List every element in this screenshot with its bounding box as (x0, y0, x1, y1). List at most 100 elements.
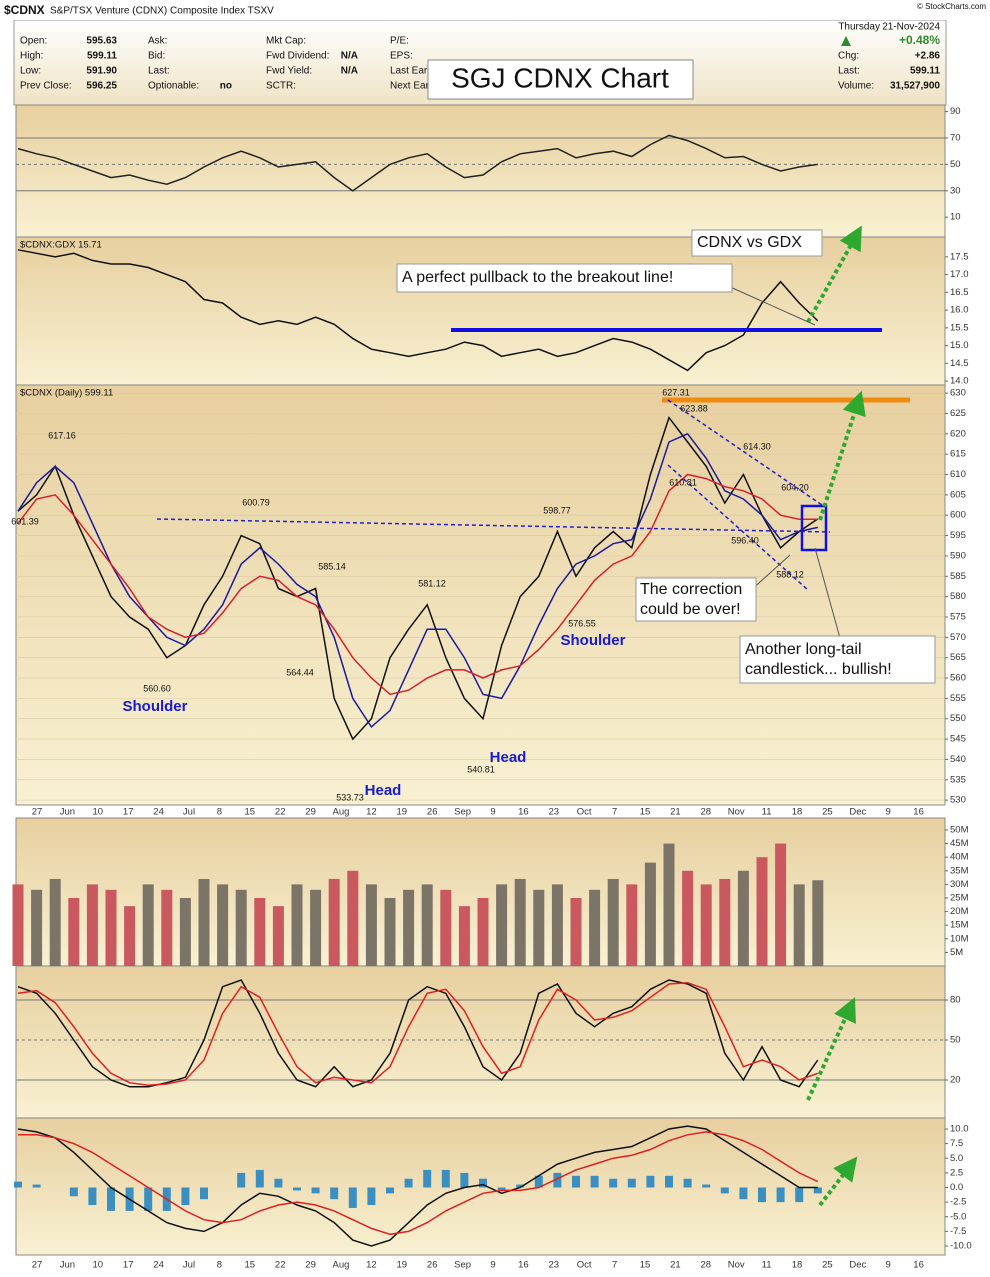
bar (161, 889, 173, 966)
x-tick-label: 21 (670, 807, 681, 818)
day: Thursday (838, 22, 880, 33)
highlight-box (800, 504, 828, 552)
x-tick-label: Dec (849, 1260, 866, 1271)
bar (105, 889, 117, 966)
pct-change: +0.48% (899, 33, 940, 47)
bar (441, 1169, 450, 1188)
bar (775, 843, 787, 966)
watermark: © StockCharts.com (917, 2, 986, 11)
panel-label: $CDNX:GDX 15.71 (20, 240, 102, 251)
y-tick-label: -2.5 (950, 1197, 966, 1208)
field-label: Fwd Yield: (266, 66, 312, 77)
pattern-label: Shoulder (560, 632, 625, 649)
y-tick-label: 16.0 (950, 305, 969, 316)
bar (237, 1172, 246, 1188)
y-tick-label: -7.5 (950, 1226, 966, 1237)
panel (15, 384, 946, 806)
field-label: Volume: (838, 81, 874, 92)
price-label: 600.79 (242, 497, 270, 507)
y-tick-label: 10 (950, 212, 961, 223)
top-bar (0, 0, 990, 20)
price-label: 576.55 (568, 618, 596, 628)
x-tick-label: Jul (183, 807, 195, 818)
x-tick-label: Sep (454, 807, 471, 818)
y-tick-label: 535 (950, 774, 966, 785)
bar (179, 897, 191, 966)
field-value: N/A (341, 66, 358, 77)
bar (311, 1187, 320, 1194)
bar (795, 1187, 804, 1203)
price-label: 598.77 (543, 505, 571, 515)
arrow (806, 225, 862, 323)
x-tick-label: 29 (305, 1260, 316, 1271)
y-tick-label: 530 (950, 795, 966, 806)
bar (142, 884, 154, 966)
bar (813, 1187, 822, 1194)
price-label: 617.16 (48, 430, 76, 440)
y-tick-label: 20 (950, 1075, 961, 1086)
bar (737, 870, 749, 966)
field-value: 596.25 (86, 81, 117, 92)
line (17, 249, 819, 372)
y-tick-label: 545 (950, 734, 966, 745)
y-tick-label: 50 (950, 159, 961, 170)
trend-line (667, 399, 823, 506)
x-tick-label: 15 (640, 807, 651, 818)
pattern-label: Shoulder (122, 698, 187, 715)
field-label: Low: (20, 66, 41, 77)
line (17, 1125, 818, 1247)
y-tick-label: 560 (950, 673, 966, 684)
field-value: N/A (341, 51, 358, 62)
content: $CDNX S&P/TSX Venture (CDNX) Composite In… (4, 2, 986, 1270)
bar (626, 884, 638, 966)
bar (458, 906, 470, 966)
y-tick-label: 90 (950, 106, 961, 117)
bar (570, 897, 582, 966)
y-tick-label: 30M (950, 879, 969, 890)
bar (646, 1175, 655, 1188)
y-tick-label: -10.0 (950, 1241, 972, 1252)
bar (514, 878, 526, 966)
bar (683, 1178, 692, 1188)
field-label: P/E: (390, 36, 409, 47)
price-label: 588.12 (776, 569, 804, 579)
x-tick-label: Jun (60, 1260, 75, 1271)
bar (421, 884, 433, 966)
x-tick-label: 23 (549, 807, 560, 818)
field-label: Last: (838, 66, 860, 77)
x-tick-label: Nov (728, 1260, 745, 1271)
pattern-label: Head (490, 749, 527, 766)
y-tick-label: 25M (950, 893, 969, 904)
bar (479, 1178, 487, 1188)
y-tick-label: 540 (950, 754, 966, 765)
x-tick-label: 19 (397, 1260, 408, 1271)
overlays: CDNX vs GDX A perfect pullback to the br… (11, 59, 936, 1207)
arrow (818, 1156, 858, 1207)
bar (14, 1181, 22, 1188)
bar (607, 878, 619, 966)
x-tick-label: Aug (333, 807, 350, 818)
callout: could be over! (640, 601, 741, 618)
callout: Another long-tail (745, 641, 862, 658)
x-tick-label: 27 (32, 807, 43, 818)
y-tick-label: 580 (950, 591, 966, 602)
pointer (814, 547, 841, 639)
bar (274, 1178, 283, 1188)
line (18, 1131, 819, 1236)
x-tick-label: 9 (886, 1260, 891, 1271)
price-label: 614.30 (743, 441, 771, 451)
callout-box (635, 577, 757, 622)
y-tick-label: 575 (950, 611, 966, 622)
bar (516, 1184, 525, 1188)
y-tick-label: 555 (950, 693, 966, 704)
bar (255, 1169, 264, 1188)
bar (12, 884, 24, 966)
y-tick-label: 605 (950, 489, 966, 500)
bar (627, 1178, 636, 1188)
x-tick-label: Oct (577, 807, 592, 818)
x-tick-label: 11 (762, 807, 772, 818)
bar (348, 1187, 357, 1208)
bar (31, 889, 43, 966)
